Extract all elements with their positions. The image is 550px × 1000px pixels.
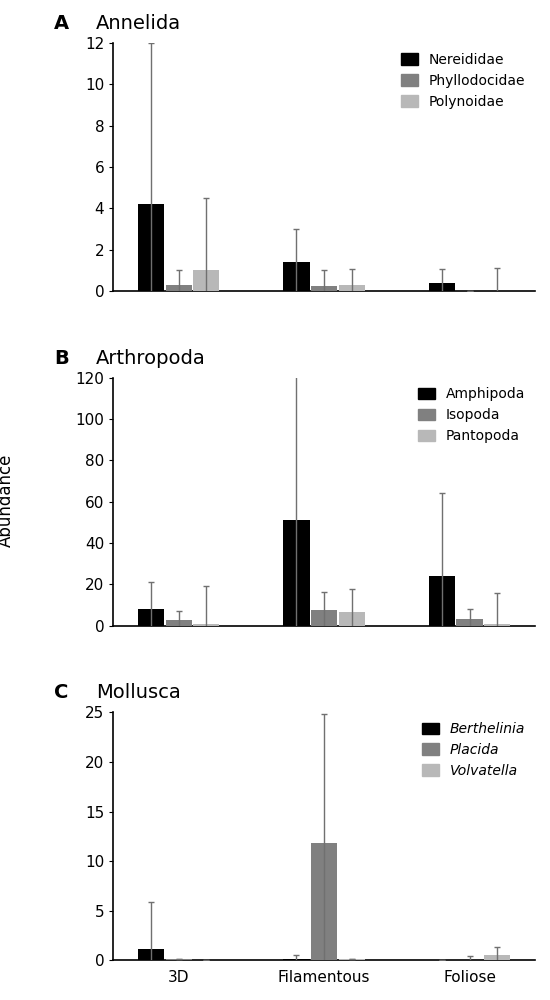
Legend: Nereididae, Phyllodocidae, Polynoidae: Nereididae, Phyllodocidae, Polynoidae [395,47,531,114]
Bar [339,612,365,626]
Bar [339,285,365,291]
Bar [484,955,510,960]
Bar [283,262,310,291]
Bar [311,610,337,626]
Bar [166,959,192,960]
Text: C: C [54,683,69,702]
Legend: Berthelinia, Placida, Volvatella: Berthelinia, Placida, Volvatella [416,717,531,784]
Bar [429,576,455,626]
Bar [193,270,219,291]
Bar [138,609,164,626]
Bar [484,624,510,626]
Text: Mollusca: Mollusca [96,683,181,702]
Bar [193,624,219,626]
Text: Annelida: Annelida [96,14,182,33]
Bar [283,520,310,626]
Bar [311,286,337,291]
Text: A: A [54,14,69,33]
Bar [311,843,337,960]
Bar [283,959,310,960]
Bar [166,620,192,626]
Bar [429,283,455,291]
Legend: Amphipoda, Isopoda, Pantopoda: Amphipoda, Isopoda, Pantopoda [412,382,531,449]
Bar [138,949,164,960]
Bar [166,285,192,291]
Bar [138,204,164,291]
Bar [456,619,483,626]
Text: Arthropoda: Arthropoda [96,349,206,368]
Text: Abundance: Abundance [0,453,14,547]
Text: B: B [54,349,69,368]
